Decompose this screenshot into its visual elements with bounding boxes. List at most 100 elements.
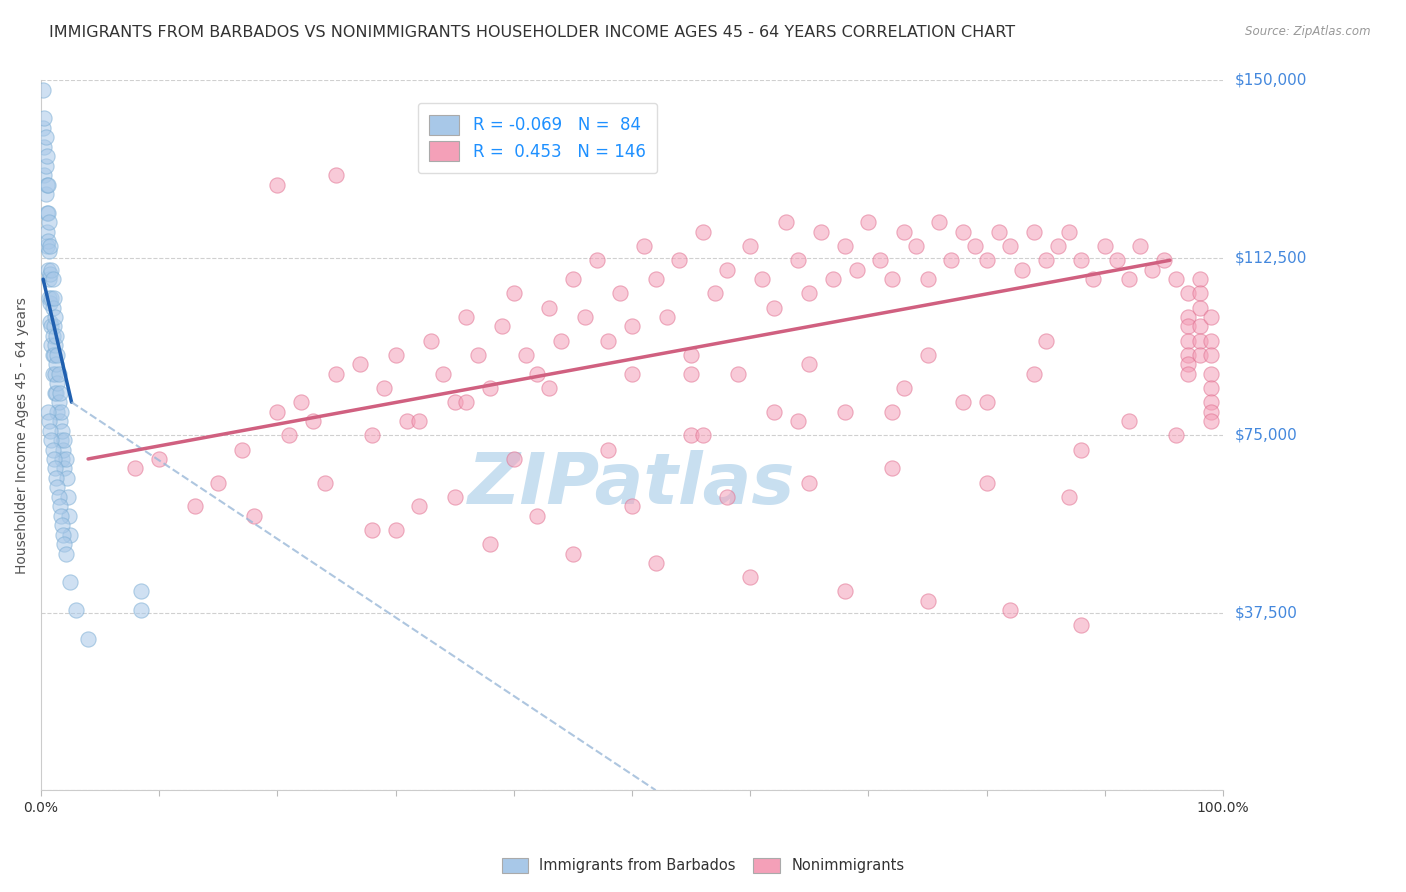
Point [41, 367, 63, 381]
Point [408, 414, 430, 428]
Point [42, 319, 65, 334]
Point [692, 225, 714, 239]
Point [716, 262, 738, 277]
Point [42, 348, 65, 362]
Point [1081, 272, 1104, 286]
Point [952, 395, 974, 409]
Point [1035, 253, 1057, 268]
Point [633, 239, 655, 253]
Point [41, 262, 63, 277]
Point [1035, 334, 1057, 348]
Text: $75,000: $75,000 [1234, 428, 1296, 442]
Point [41, 272, 63, 286]
Point [58, 508, 80, 523]
Point [561, 547, 583, 561]
Point [183, 500, 205, 514]
Point [148, 452, 170, 467]
Text: $150,000: $150,000 [1234, 73, 1306, 88]
Point [1201, 334, 1223, 348]
Point [349, 357, 371, 371]
Point [384, 348, 406, 362]
Point [53, 461, 76, 475]
Point [52, 442, 75, 457]
Point [799, 286, 821, 301]
Point [644, 272, 666, 286]
Text: IMMIGRANTS FROM BARBADOS VS NONIMMIGRANTS HOUSEHOLDER INCOME AGES 45 - 64 YEARS : IMMIGRANTS FROM BARBADOS VS NONIMMIGRANT… [49, 25, 1015, 40]
Point [799, 475, 821, 490]
Point [373, 381, 395, 395]
Point [538, 301, 561, 315]
Point [1177, 367, 1199, 381]
Point [290, 395, 312, 409]
Point [59, 527, 82, 541]
Point [1022, 367, 1045, 381]
Point [37, 262, 59, 277]
Point [880, 461, 903, 475]
Point [620, 367, 643, 381]
Point [46, 404, 69, 418]
Point [928, 215, 950, 229]
Point [609, 286, 631, 301]
Point [775, 215, 797, 229]
Point [467, 348, 489, 362]
Point [77, 632, 100, 646]
Point [1140, 262, 1163, 277]
Point [56, 490, 79, 504]
Point [41, 433, 63, 447]
Text: $112,500: $112,500 [1234, 251, 1306, 266]
Point [45, 471, 67, 485]
Point [35, 206, 58, 220]
Point [396, 414, 419, 428]
Point [1177, 348, 1199, 362]
Point [1201, 395, 1223, 409]
Point [869, 253, 891, 268]
Point [384, 523, 406, 537]
Point [538, 381, 561, 395]
Point [1201, 348, 1223, 362]
Point [48, 414, 70, 428]
Point [42, 452, 65, 467]
Point [834, 404, 856, 418]
Point [44, 385, 66, 400]
Point [131, 584, 153, 599]
Point [456, 395, 478, 409]
Point [1046, 239, 1069, 253]
Point [491, 319, 513, 334]
Point [56, 471, 79, 485]
Point [37, 404, 59, 418]
Point [1070, 253, 1092, 268]
Point [44, 461, 66, 475]
Point [1177, 334, 1199, 348]
Point [1201, 381, 1223, 395]
Point [845, 262, 868, 277]
Point [32, 83, 55, 97]
Point [1177, 286, 1199, 301]
Point [34, 130, 56, 145]
Point [45, 357, 67, 371]
Point [39, 239, 62, 253]
Point [740, 239, 762, 253]
Point [46, 376, 69, 391]
Point [42, 291, 65, 305]
Point [34, 187, 56, 202]
Point [858, 215, 880, 229]
Point [598, 442, 620, 457]
Point [963, 239, 986, 253]
Point [266, 404, 288, 418]
Point [278, 428, 301, 442]
Point [207, 475, 229, 490]
Point [51, 424, 73, 438]
Point [420, 334, 443, 348]
Point [131, 603, 153, 617]
Point [799, 357, 821, 371]
Point [1105, 253, 1128, 268]
Point [479, 381, 502, 395]
Point [1188, 301, 1211, 315]
Point [37, 178, 59, 192]
Point [35, 149, 58, 163]
Point [880, 404, 903, 418]
Point [1059, 490, 1081, 504]
Point [668, 253, 690, 268]
Point [35, 178, 58, 192]
Point [598, 334, 620, 348]
